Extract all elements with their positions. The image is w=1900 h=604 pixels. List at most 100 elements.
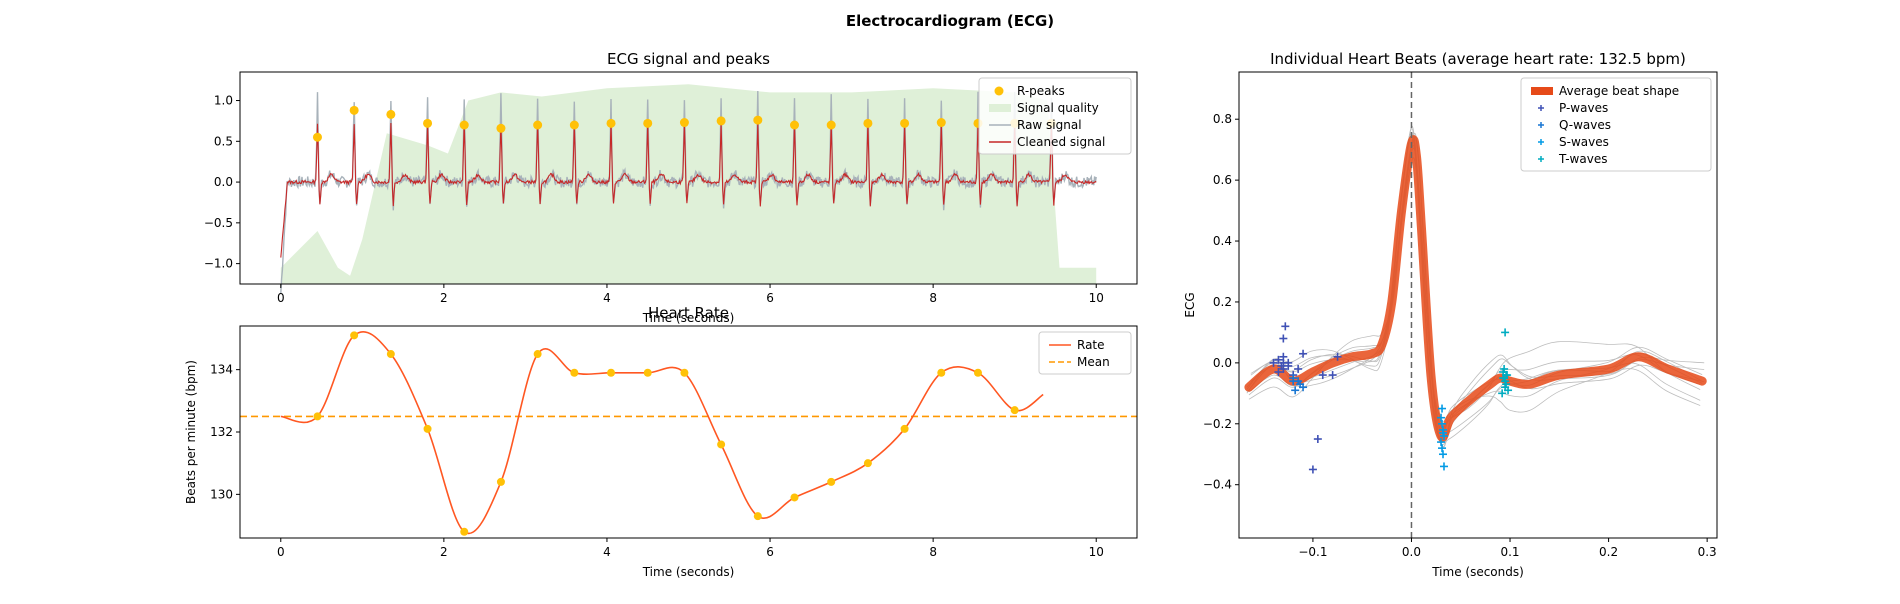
t-wave-marker (1498, 389, 1507, 398)
p-wave-marker (1279, 358, 1288, 367)
individual-beat-line (1248, 157, 1703, 423)
rate-point (423, 424, 432, 433)
rate-point (790, 493, 799, 502)
legend-label: P-waves (1559, 101, 1608, 115)
r-peak-point (900, 118, 910, 128)
p-wave-marker (1269, 358, 1278, 367)
axes-title: Heart Rate (648, 304, 729, 322)
y-tick-label: 0.4 (1213, 234, 1232, 248)
p-wave-marker (1279, 334, 1288, 343)
x-tick-label: 0.1 (1500, 545, 1519, 559)
r-peak-point (349, 105, 359, 115)
q-wave-marker (1289, 377, 1298, 386)
legend-label: Mean (1077, 355, 1110, 369)
x-axis-label: Time (seconds) (1431, 565, 1524, 579)
legend-entry: Average beat shape (1531, 84, 1679, 98)
legend-label: Cleaned signal (1017, 135, 1105, 149)
legend-label: S-waves (1559, 135, 1609, 149)
rate-point (570, 368, 579, 377)
rate-point (937, 368, 946, 377)
x-tick-label: 10 (1089, 545, 1104, 559)
legend-label: R-peaks (1017, 84, 1065, 98)
p-wave-marker (1274, 355, 1283, 364)
axes-frame (239, 71, 1138, 285)
rate-point (717, 440, 726, 449)
y-tick-label: 134 (210, 363, 233, 377)
rate-point (863, 459, 872, 468)
y-tick-label: 0.8 (1213, 112, 1232, 126)
r-peak-point (386, 109, 396, 119)
p-wave-marker (1274, 368, 1283, 377)
legend-label: Raw signal (1017, 118, 1082, 132)
axes-title: Individual Heart Beats (average heart ra… (1270, 50, 1686, 68)
p-wave-marker (1328, 371, 1337, 380)
legend-entry: R-peaks (994, 84, 1065, 98)
x-tick-label: 6 (766, 291, 774, 305)
r-peak-point (312, 132, 322, 142)
s-wave-marker (1439, 462, 1448, 471)
s-wave-marker (1437, 413, 1446, 422)
r-peak-point (716, 116, 726, 126)
s-wave-marker (1438, 404, 1447, 413)
r-peak-point (459, 120, 469, 130)
rate-point (973, 368, 982, 377)
legend-label: T-waves (1558, 152, 1607, 166)
t-wave-marker (1500, 364, 1509, 373)
legend-entry: Cleaned signal (989, 135, 1105, 149)
rate-point (460, 527, 469, 536)
rate-point (643, 368, 652, 377)
rate-line (280, 330, 1044, 535)
q-wave-marker (1291, 386, 1300, 395)
legend-entry: Mean (1049, 355, 1110, 369)
x-tick-label: 0 (277, 545, 285, 559)
p-wave-marker (1318, 371, 1327, 380)
rate-point (496, 477, 505, 486)
rate-point (827, 477, 836, 486)
r-peak-point (423, 118, 433, 128)
y-tick-label: −0.2 (1203, 417, 1232, 431)
p-wave-marker (1299, 349, 1308, 358)
ecg-signal-panel: 0 2 4 6 8 10 −1.0 −0.5 0.0 0.5 1.0 ECG signal and p… (204, 50, 1138, 325)
r-peak-point (753, 115, 763, 125)
y-tick-label: −0.5 (204, 216, 233, 230)
legend-box (1520, 77, 1712, 172)
legend-entry: P-waves (1538, 101, 1608, 115)
y-tick-label: 0.0 (1213, 356, 1232, 370)
legend-marker (989, 104, 1011, 112)
r-peak-point (790, 120, 800, 130)
legend-entry: Rate (1049, 338, 1105, 352)
legend-entry: Q-waves (1538, 118, 1611, 132)
rate-point (607, 368, 616, 377)
rate-point (386, 350, 395, 359)
p-wave-marker (1308, 465, 1317, 474)
y-tick-label: −0.4 (1203, 478, 1232, 492)
rate-point (533, 350, 542, 359)
x-tick-label: 4 (603, 545, 611, 559)
y-tick-label: 0.5 (214, 134, 233, 148)
individual-beat-line (1248, 145, 1703, 432)
r-peak-point (826, 120, 836, 130)
x-tick-label: 8 (929, 291, 937, 305)
legend-label: Signal quality (1017, 101, 1099, 115)
x-axis-label: Time (seconds) (642, 311, 735, 325)
legend-label: Q-waves (1559, 118, 1611, 132)
r-peak-point (496, 123, 506, 133)
axes-frame (1238, 71, 1718, 539)
s-wave-marker (1437, 438, 1446, 447)
t-wave-marker (1501, 383, 1510, 392)
legend-entry: S-waves (1538, 135, 1609, 149)
legend-entry: T-waves (1538, 152, 1607, 166)
legend-box (1038, 331, 1132, 375)
x-tick-label: −0.1 (1298, 545, 1327, 559)
x-tick-label: 0.2 (1599, 545, 1618, 559)
figure-title: Electrocardiogram (ECG) (846, 12, 1054, 30)
y-axis-label: Beats per minute (bpm) (184, 360, 198, 504)
q-wave-marker (1296, 380, 1305, 389)
x-tick-label: 0 (277, 291, 285, 305)
s-wave-marker (1439, 428, 1448, 437)
rate-point (350, 331, 359, 340)
y-tick-label: 130 (210, 487, 233, 501)
r-peak-point (863, 118, 873, 128)
r-peak-point (569, 120, 579, 130)
